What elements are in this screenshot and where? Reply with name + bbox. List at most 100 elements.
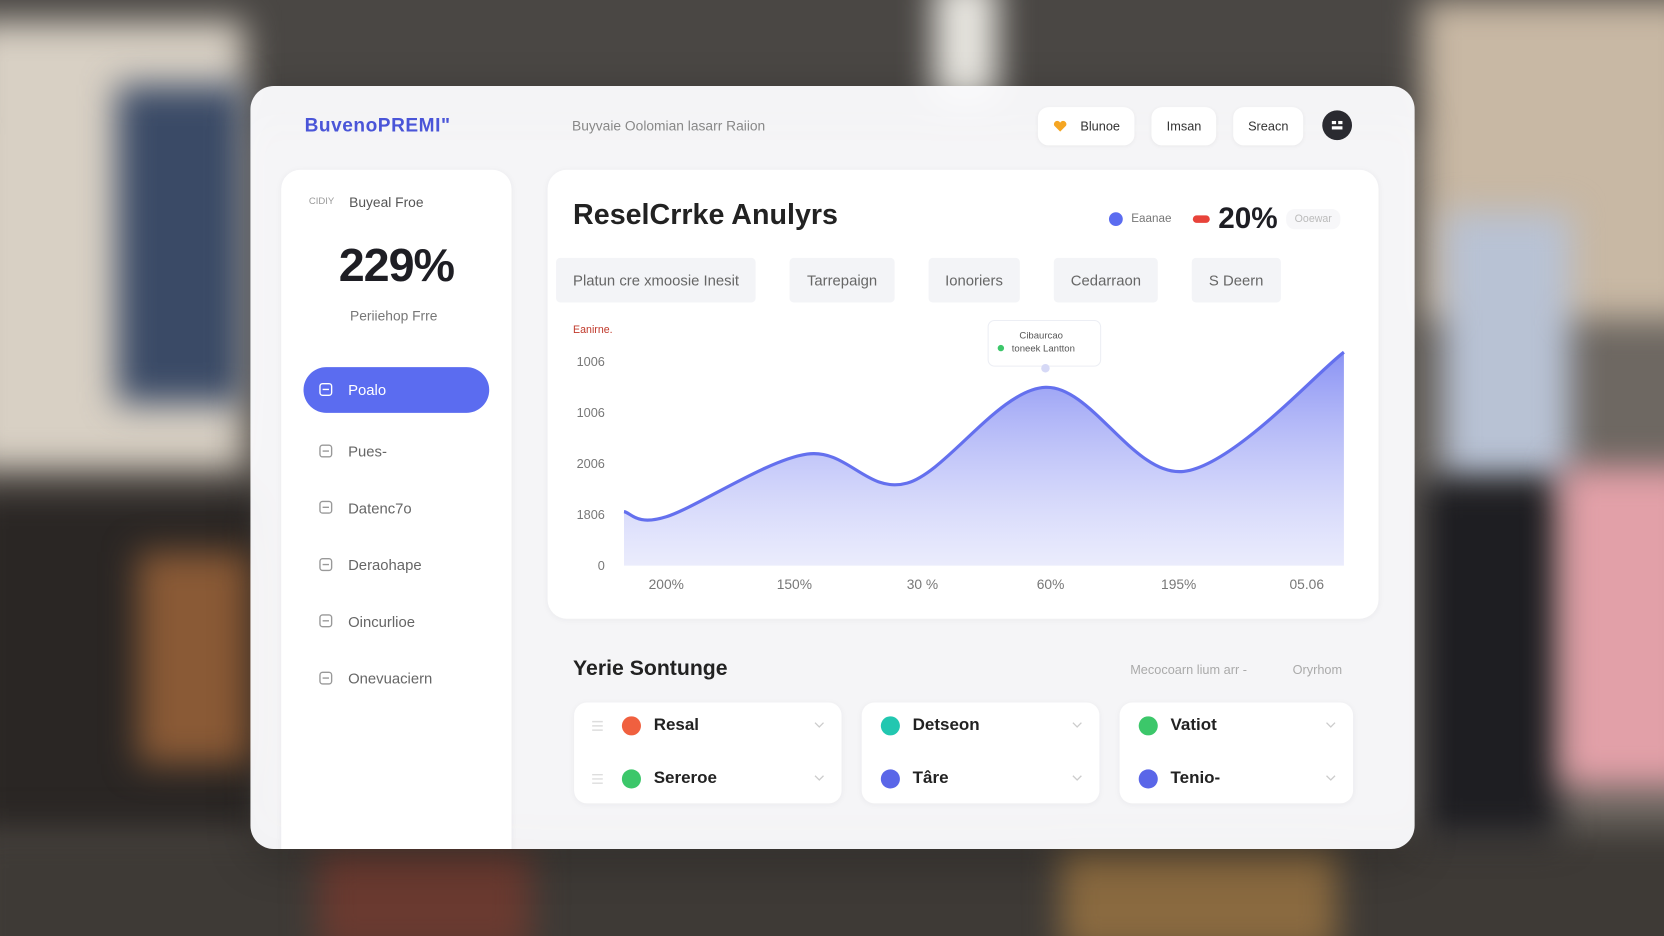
legend-swatch [1192,214,1210,223]
nav-item[interactable]: Datenc7o [304,485,490,531]
item-dot [880,769,900,789]
legend: Eaanae 20% Ooewar [1108,201,1341,236]
list-item[interactable]: Sereroe [574,758,841,800]
chart: Eanirne. 0 1806 2006 1006 1006 200% 150% 30 % 60%… [573,319,1345,592]
item-dot [1138,716,1158,736]
header-button[interactable]: Imsan [1151,107,1217,146]
bg-clothes [116,84,245,404]
dashboard-card: BuvenoPREMI" Buyvaie Oolomian lasarr Rai… [250,85,1415,849]
nav-item[interactable]: Oincurlioe [304,599,490,645]
y-axis-label: Eanirne. [573,324,613,336]
item-chevron [1072,722,1082,728]
chevron [814,722,824,728]
nav-item[interactable]: Pues- [304,428,490,474]
nav-item[interactable]: Deraohape [304,542,490,588]
sidebar-label: Buyeal Froe [349,194,424,211]
chart-title: ReselCrrke Anulyrs [573,198,838,231]
header-subtitle: Buyvaie Oolomian lasarr Raiion [571,117,766,134]
section-title: Yerie Sontunge [573,656,728,681]
legend-dot [1108,211,1123,226]
bg-clothes [1443,212,1571,489]
item-label: Sereroe [653,769,717,788]
list-item[interactable]: Resal [574,705,841,747]
item-card [1119,702,1354,804]
nav-label: Deraohape [348,556,422,574]
legend-extra: Ooewar [1286,208,1341,229]
tooltip-text: toneek Lantton [1012,343,1075,354]
list-item[interactable]: Tenio- [1120,758,1353,800]
item-label: Vatiot [1170,716,1217,735]
nav-label: Oincurlioe [348,612,415,630]
header-button-label: Sreacn [1248,118,1289,134]
item-label: Târe [912,769,949,788]
nav-icon [319,614,333,628]
list-item[interactable]: Vatiot [1120,705,1353,747]
item-chevron [814,722,824,728]
avatar-icon [1331,120,1343,130]
item-chevron [1326,775,1336,781]
bg-clothes [318,848,531,936]
tab[interactable]: Tarrepaign [789,257,895,303]
item-label: Detseon [912,716,980,735]
item-dot [621,769,641,789]
legend-value: 20% [1218,201,1278,235]
item-card [574,702,842,804]
nav-icon [319,671,333,685]
y-tick-label: 1006 [577,405,605,420]
section-link[interactable]: Oryrhom [1292,662,1343,678]
avatar[interactable] [1322,110,1352,141]
chevron [1072,775,1082,781]
tab[interactable]: Cedarraon [1053,257,1158,303]
header-buttons: Blunoe Imsan Sreacn [1037,107,1304,146]
bg-clothes [1422,477,1560,839]
stat-value: 229% [338,239,455,292]
chevron [1072,722,1082,728]
nav-icon-shape [319,671,333,685]
nav-icon [319,382,333,396]
nav-icon [319,443,333,458]
nav-icon-shape [319,500,333,514]
y-tick-label: 0 [598,558,605,573]
tab[interactable]: Platun cre xmoosie Inesit [556,257,757,303]
list-item[interactable]: Detseon [862,705,1100,747]
heart-icon [1053,120,1067,132]
bg-clothes [1559,466,1664,786]
nav-icon-shape [319,382,333,396]
item-dot [621,716,641,736]
list-item[interactable]: Târe [862,758,1100,800]
nav-item[interactable]: Poalo [303,366,490,413]
x-tick-label: 195% [1161,577,1196,592]
tab[interactable]: S Deern [1191,257,1281,303]
nav-item[interactable]: Onevuaciern [304,655,490,701]
nav-icon [319,557,333,571]
chart-panel: ReselCrrke Anulyrs Eaanae 20% Ooewar Pla… [547,169,1379,619]
y-tick-label: 1806 [577,507,605,522]
item-dot [1138,769,1158,789]
header-button[interactable]: Blunoe [1037,107,1135,146]
nav-label: Datenc7o [348,499,412,517]
sidebar: CIDIY Buyeal Froe 229% Periiehop Frre Po… [281,169,512,849]
tooltip-text: Cibaurcao [1019,331,1063,342]
section-link[interactable]: Mecocoarn lium arr - [1130,662,1247,678]
brand: BuvenoPREMI" [304,114,451,136]
sidebar-caption: CIDIY [308,195,335,206]
x-tick-label: 60% [1037,577,1065,592]
y-tick-label: 2006 [577,456,605,471]
nav-label: Onevuaciern [348,669,433,687]
legend-label: Eaanae [1131,212,1172,225]
bg-clothes [137,551,255,765]
tooltip-dot [997,344,1005,352]
header-button[interactable]: Sreacn [1233,107,1304,146]
header-button-label: Imsan [1166,118,1202,134]
item-label: Resal [653,716,700,735]
nav-icon-shape [319,557,333,571]
x-tick-label: 150% [777,577,812,592]
x-tick-label: 30 % [907,577,938,592]
tab[interactable]: Ionoriers [928,257,1020,303]
y-tick-label: 1006 [577,354,605,369]
bg-clothes [1061,848,1338,936]
line [623,350,1345,522]
x-tick-label: 200% [649,577,684,592]
